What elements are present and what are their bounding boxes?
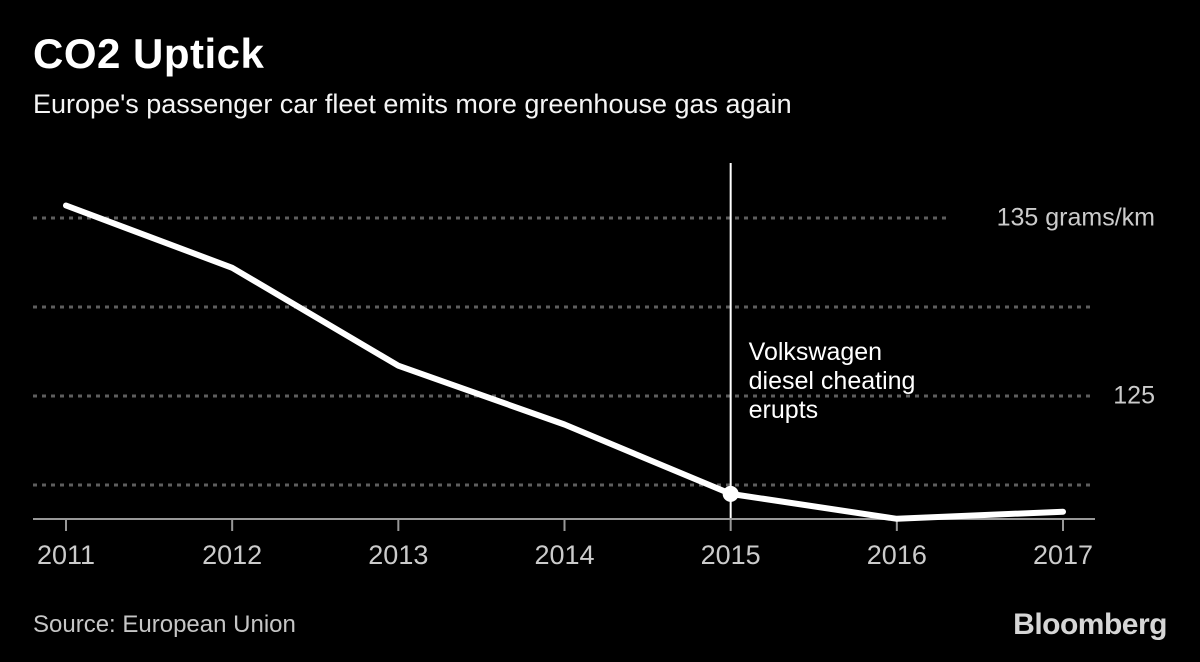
annotation-line-2: diesel cheating	[748, 367, 916, 395]
annotation-volkswagen: Volkswagen diesel cheating erupts	[749, 338, 916, 425]
bloomberg-logo: Bloomberg	[1013, 608, 1167, 641]
emissions-line	[63, 202, 1066, 522]
annotation-line-1: Volkswagen	[748, 338, 883, 366]
annotation-line-3: erupts	[748, 396, 819, 424]
page-subtitle: Europe's passenger car fleet emits more …	[33, 89, 792, 119]
source-label: Source: European Union	[33, 611, 296, 638]
event-marker-dot	[722, 485, 739, 502]
page-title: CO2 Uptick	[33, 30, 265, 77]
